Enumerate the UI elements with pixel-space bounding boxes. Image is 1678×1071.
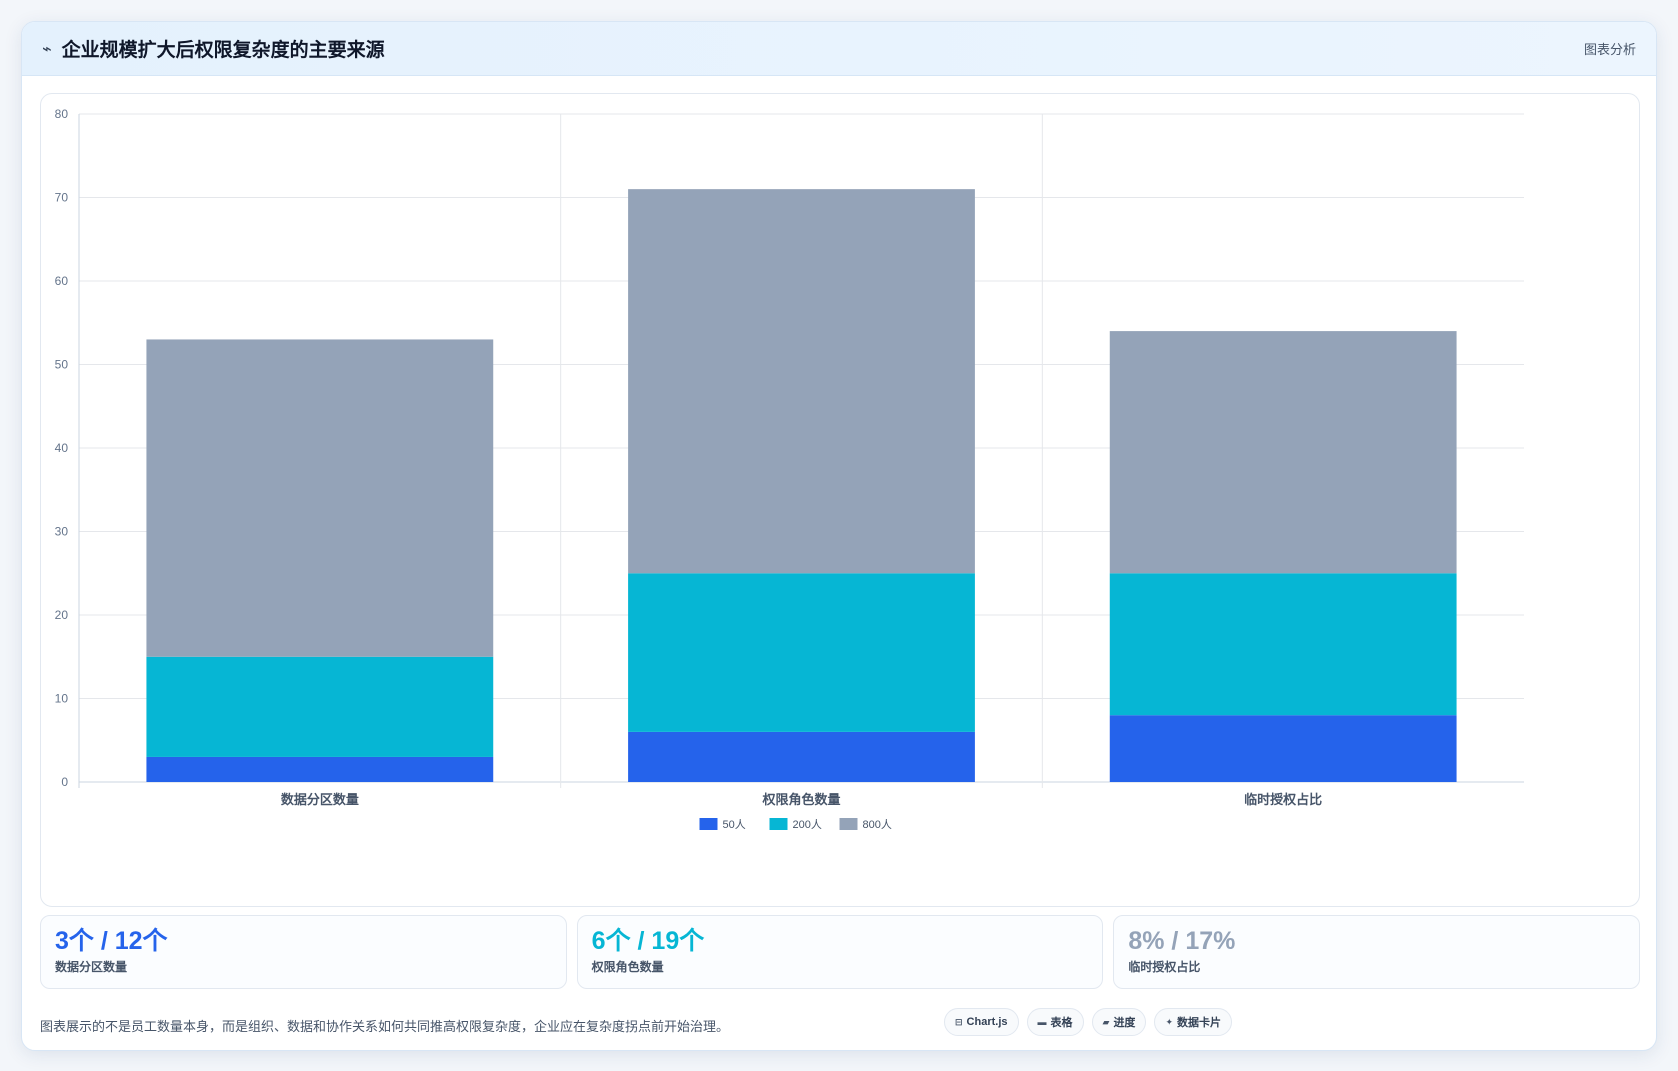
card-header: ⌁ 企业规模扩大后权限复杂度的主要来源 图表分析 — [22, 22, 1656, 76]
y-tick-label: 80 — [55, 107, 69, 121]
bar-segment — [628, 731, 975, 782]
stacked-bar-chart: 0 10 20 30 40 50 60 70 80 数据分区数量 权限角色数量 临时授权占比 50人 20… — [55, 107, 1524, 831]
x-tick-label: 数据分区数量 — [281, 792, 359, 807]
line-chart-icon: ⌁ — [42, 40, 52, 58]
legend-label: 800人 — [863, 818, 892, 831]
tag-label: 数据卡片 — [1176, 1017, 1221, 1029]
tag-data-card[interactable]: ✦ 数据卡片 — [1154, 1008, 1232, 1036]
x-tick-label: 权限角色数量 — [761, 792, 840, 807]
bar-segment — [628, 189, 975, 574]
stat-card-temp-auth: 8% / 17% 临时授权占比 — [1113, 915, 1641, 989]
y-tick-label: 0 — [61, 775, 68, 789]
tag-list: ⊟ Chart.js ▬ 表格 ▰ 进度 ✦ 数据卡片 — [944, 1008, 1232, 1036]
bar-segment — [1109, 573, 1457, 716]
stat-card-partitions: 3个 / 12个 数据分区数量 — [40, 915, 567, 989]
legend-swatch — [769, 818, 788, 830]
tag-table[interactable]: ▬ 表格 — [1026, 1008, 1084, 1036]
chart-panel: 0 10 20 30 40 50 60 70 80 数据分区数量 权限角色数量 临时授权占比 50人 20… — [40, 93, 1640, 907]
stat-value: 6个 / 19个 — [591, 927, 705, 955]
legend-swatch — [839, 818, 858, 830]
table-icon: ▬ — [1037, 1017, 1047, 1027]
chart-analysis-tag: 图表分析 — [1583, 42, 1636, 57]
y-tick-label: 30 — [55, 525, 69, 539]
x-tick-label: 临时授权占比 — [1244, 792, 1322, 807]
legend-swatch — [699, 818, 718, 830]
y-tick-label: 60 — [55, 274, 69, 288]
sparkle-icon: ✦ — [1165, 1016, 1173, 1027]
legend-label: 50人 — [723, 818, 746, 831]
stat-card-roles: 6个 / 19个 权限角色数量 — [576, 915, 1104, 989]
y-tick-label: 40 — [55, 441, 69, 455]
stat-label: 权限角色数量 — [591, 960, 664, 974]
bar-segment — [1109, 331, 1457, 574]
progress-icon: ▰ — [1102, 1016, 1110, 1027]
stat-value: 3个 / 12个 — [55, 927, 168, 955]
tag-label: Chart.js — [966, 1016, 1008, 1028]
stats-row: 3个 / 12个 数据分区数量 6个 / 19个 权限角色数量 8% / 17%… — [40, 915, 1641, 989]
legend-label: 200人 — [793, 818, 822, 831]
bar-segment — [146, 656, 494, 757]
stat-value: 8% / 17% — [1128, 927, 1236, 955]
stat-label: 数据分区数量 — [55, 960, 128, 974]
footer: 图表展示的不是员工数量本身，而是组织、数据和协作关系如何共同推高权限复杂度，企业… — [40, 1008, 1640, 1042]
chart-icon: ⊟ — [955, 1016, 963, 1027]
header-left: ⌁ 企业规模扩大后权限复杂度的主要来源 — [42, 35, 385, 62]
y-tick-label: 50 — [55, 358, 69, 372]
bar-segment — [1109, 715, 1457, 782]
stat-label: 临时授权占比 — [1128, 960, 1201, 974]
tag-progress[interactable]: ▰ 进度 — [1091, 1008, 1147, 1036]
y-tick-label: 10 — [55, 692, 69, 706]
footer-note: 图表展示的不是员工数量本身，而是组织、数据和协作关系如何共同推高权限复杂度，企业… — [40, 1019, 730, 1034]
tag-chartjs[interactable]: ⊟ Chart.js — [944, 1008, 1019, 1036]
tag-label: 表格 — [1050, 1017, 1073, 1029]
page-title: 企业规模扩大后权限复杂度的主要来源 — [61, 40, 385, 61]
chart-card: ⌁ 企业规模扩大后权限复杂度的主要来源 图表分析 0 10 20 30 40 50 60 70… — [21, 21, 1657, 1051]
y-tick-label: 20 — [55, 608, 69, 622]
y-tick-label: 70 — [55, 191, 69, 205]
bar-segment — [146, 339, 494, 657]
bar-segment — [628, 573, 975, 732]
bar-segment — [146, 756, 494, 782]
tag-label: 进度 — [1113, 1017, 1136, 1029]
